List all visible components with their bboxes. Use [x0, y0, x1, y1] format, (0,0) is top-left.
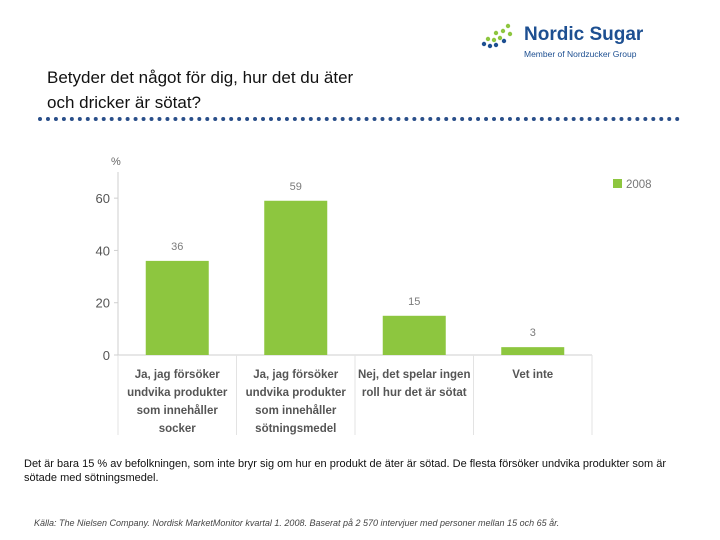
- bar-data-label: 59: [290, 181, 302, 193]
- y-tick-label: 60: [96, 191, 110, 206]
- bar: [501, 347, 565, 355]
- bar-chart: % 0 20 40 60 36 Ja, jag försöker undvika produk…: [96, 156, 652, 435]
- x-tick-label: sötningsmedel: [255, 423, 336, 435]
- source-citation: Källa: The Nielsen Company. Nordisk Mark…: [34, 518, 560, 528]
- bar: [264, 200, 328, 355]
- x-tick-label: Vet inte: [512, 369, 553, 381]
- y-tick-label: 0: [103, 348, 110, 363]
- bar-data-label: 36: [171, 241, 183, 253]
- page-title-line-2: och dricker är sötat?: [47, 93, 202, 112]
- bar: [382, 315, 446, 355]
- page-title-line-1: Betyder det något för dig, hur det du ät…: [47, 68, 354, 87]
- logo-subtitle: Member of Nordzucker Group: [524, 49, 637, 59]
- page-title: Betyder det något för dig, hur det du ät…: [47, 65, 353, 115]
- logo-name: Nordic Sugar: [524, 24, 644, 45]
- x-tick-label: Ja, jag försöker: [135, 369, 221, 381]
- legend-label: 2008: [626, 179, 652, 191]
- nordic-sugar-logo-mark-icon: [481, 23, 513, 49]
- company-logo: Nordic Sugar Member of Nordzucker Group: [478, 22, 668, 64]
- x-tick-label: undvika produkter: [127, 387, 228, 399]
- y-tick-label: 40: [96, 243, 110, 258]
- x-tick-label: roll hur det är sötat: [362, 387, 467, 399]
- legend-swatch: [613, 179, 622, 188]
- y-tick-label: 20: [96, 296, 110, 311]
- x-tick-label: Ja, jag försöker: [253, 369, 339, 381]
- x-tick-label: socker: [159, 423, 197, 435]
- chart-note: Det är bara 15 % av befolkningen, som in…: [24, 458, 666, 484]
- bar: [145, 260, 209, 355]
- y-axis-unit: %: [111, 156, 121, 168]
- x-tick-label: som innehåller: [137, 405, 219, 417]
- x-tick-label: Nej, det spelar ingen: [358, 369, 470, 381]
- title-divider: [38, 117, 680, 121]
- bar-data-label: 15: [408, 296, 420, 308]
- x-tick-label: som innehåller: [255, 405, 337, 417]
- x-tick-label: undvika produkter: [246, 387, 347, 399]
- bar-data-label: 3: [530, 327, 536, 339]
